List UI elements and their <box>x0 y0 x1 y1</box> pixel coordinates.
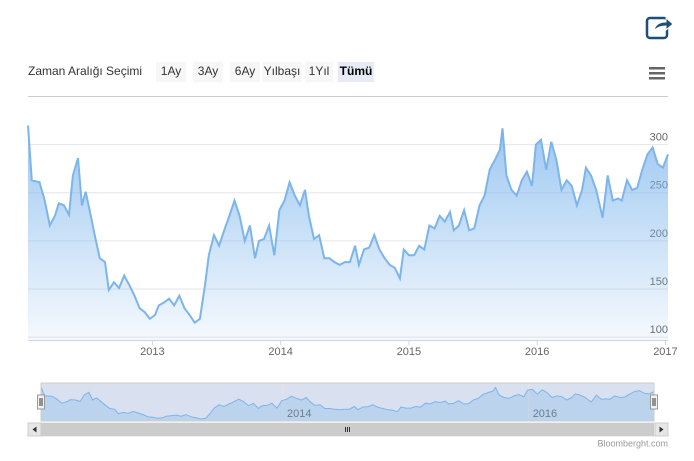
range-button[interactable] <box>338 62 374 82</box>
x-tick-label: 2015 <box>397 346 421 358</box>
range-button[interactable] <box>156 62 186 82</box>
range-button-label[interactable]: Tümü <box>340 64 373 78</box>
line <box>27 125 669 325</box>
arrow-right <box>659 426 664 433</box>
x-tick-label: 2014 <box>268 346 292 358</box>
y-tick-label: 300 <box>650 132 668 144</box>
arrow-left <box>32 426 37 433</box>
menu-button[interactable] <box>649 67 665 80</box>
range-button-label[interactable]: Yılbaşı <box>264 64 301 78</box>
navigator-tick-label: 2014 <box>287 408 311 420</box>
range-button[interactable] <box>305 62 333 82</box>
range-button[interactable] <box>230 62 260 82</box>
range-button[interactable] <box>262 62 302 82</box>
area-fill <box>28 125 668 341</box>
range-button-label[interactable]: 6Ay <box>235 64 255 78</box>
x-tick-label: 2017 <box>653 346 677 358</box>
navigator-tick-label: 2016 <box>533 408 557 420</box>
credit: Bloomberght.com <box>597 438 668 448</box>
navigator-area <box>41 387 654 421</box>
navigator-handle[interactable] <box>37 394 45 410</box>
range-button-label[interactable]: 1Yıl <box>309 64 330 78</box>
navigator-handle[interactable] <box>650 394 658 410</box>
share-button[interactable] <box>645 16 674 40</box>
x-tick-label: 2016 <box>525 346 549 358</box>
range-button-label[interactable]: 3Ay <box>198 64 218 78</box>
range-label: Zaman Aralığı Seçimi <box>28 64 142 78</box>
navigator-line <box>40 386 655 420</box>
range-button[interactable] <box>193 62 223 82</box>
x-tick-label: 2013 <box>140 346 164 358</box>
range-button-label[interactable]: 1Ay <box>161 64 181 78</box>
